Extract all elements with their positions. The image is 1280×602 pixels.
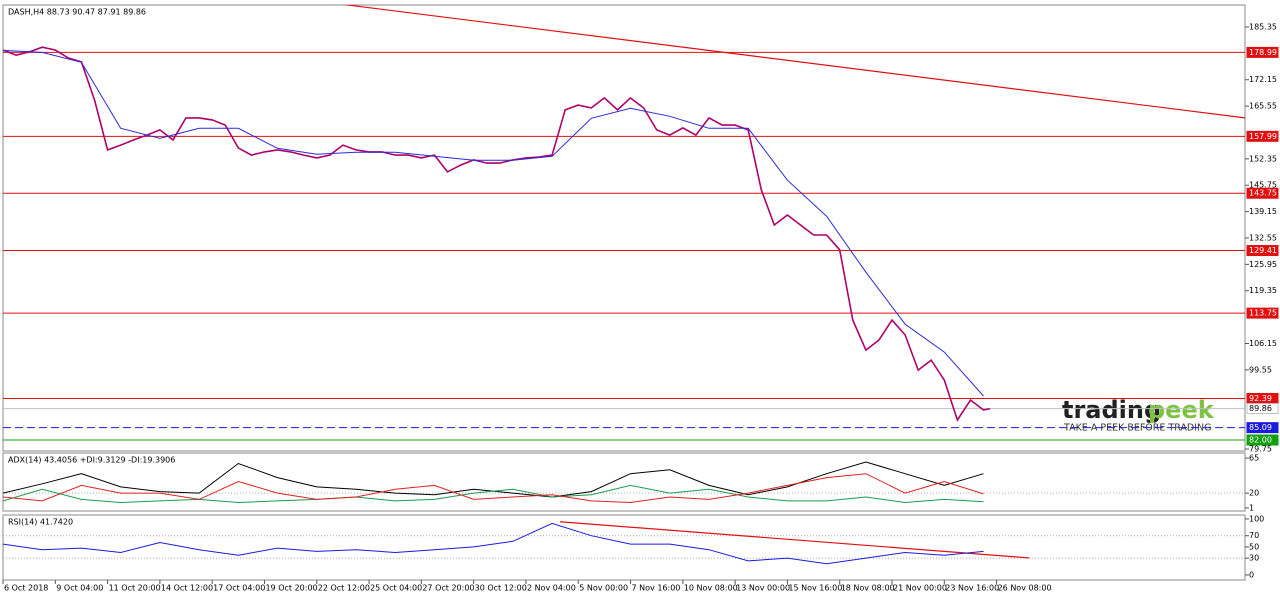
y-tick-label: 100 [1249,514,1264,523]
price-label: 113.75 [1249,309,1277,318]
pane-frame [2,4,1246,452]
series-line [3,522,984,565]
pane-header: RSI(14) 41.7420 [8,518,73,527]
x-tick-label: 17 Oct 04:00 [213,584,265,593]
series-line [3,473,984,504]
series-line [3,484,984,504]
price-label: 129.41 [1249,246,1277,255]
x-tick-label: 6 Oct 2018 [4,584,48,593]
y-tick-label: 139.15 [1249,207,1277,216]
y-tick-label: 1 [1249,503,1254,512]
y-tick-label: 119.35 [1249,286,1277,295]
pane-plot [3,5,1245,441]
x-tick-label: 9 Oct 04:00 [56,584,103,593]
x-tick-label: 14 Oct 12:00 [161,584,213,593]
y-tick-label: 99.55 [1249,365,1272,374]
logo-peek: peek [1148,396,1215,424]
price-label: 82.00 [1249,436,1272,445]
price-label: 92.39 [1249,394,1272,403]
logo-trading: trading [1062,396,1161,424]
pane-plot [3,521,1245,565]
price-label-box [1246,130,1279,142]
pane-frame [2,514,1246,581]
x-tick-label: 21 Nov 00:00 [893,584,947,593]
y-tick-label: 106.15 [1249,339,1277,348]
y-tick-label: 65 [1249,454,1259,463]
price-label-box [1246,245,1279,257]
y-tick-label: 172.15 [1249,75,1277,84]
x-tick-label: 27 Oct 20:00 [422,584,474,593]
price-label-box [1246,187,1279,199]
price-label: 157.99 [1249,132,1277,141]
price-label: 85.09 [1249,423,1272,432]
pane-frame [2,452,1246,512]
trendline [559,521,1030,559]
x-tick-label: 5 Nov 00:00 [579,584,628,593]
price-label-box [1246,434,1279,446]
pane-header: ADX(14) 43.4056 +DI:9.3129 -DI:19.3906 [8,456,175,465]
price-label-box [1246,422,1279,434]
x-tick-label: 13 Nov 00:00 [736,584,790,593]
price-label-box [1246,307,1279,319]
price-label-box [1246,403,1279,415]
y-tick-label: 152.35 [1249,154,1277,163]
y-tick-label: 185.35 [1249,22,1277,31]
y-tick-label: 50 [1249,542,1259,551]
price-label-box [1246,46,1279,58]
x-tick-label: 30 Oct 12:00 [475,584,527,593]
y-tick-label: 70 [1249,531,1259,540]
y-tick-label: 30 [1249,554,1259,563]
x-tick-label: 18 Nov 08:00 [841,584,895,593]
x-tick-label: 10 Nov 08:00 [684,584,738,593]
series-line [3,49,984,397]
price-label: 178.99 [1249,48,1277,57]
trendline [342,5,1245,119]
x-tick-label: 11 Oct 20:00 [109,584,161,593]
pane-header: DASH,H4 88.73 90.47 87.91 89.86 [8,8,146,17]
y-tick-label: 165.55 [1249,102,1277,111]
y-tick-label: 20 [1249,489,1259,498]
y-tick-label: 79.75 [1249,445,1272,454]
x-tick-label: 2 Nov 04:00 [527,584,576,593]
series-line [3,46,991,422]
x-tick-label: 7 Nov 16:00 [632,584,681,593]
x-tick-label: 23 Nov 16:00 [945,584,999,593]
x-tick-label: 22 Oct 12:00 [318,584,370,593]
y-tick-label: 125.95 [1249,260,1277,269]
x-tick-label: 19 Oct 20:00 [265,584,317,593]
x-tick-label: 25 Oct 04:00 [370,584,422,593]
price-label: 143.75 [1249,189,1277,198]
x-tick-label: 15 Nov 16:00 [788,584,842,593]
price-label: 89.86 [1249,404,1272,413]
x-tick-label: 26 Nov 08:00 [998,584,1052,593]
y-tick-label: 132.55 [1249,233,1277,242]
series-line [3,461,984,498]
y-tick-label: 145.75 [1249,181,1277,190]
pane-plot [3,461,1245,504]
y-tick-label: 0 [1249,570,1254,579]
